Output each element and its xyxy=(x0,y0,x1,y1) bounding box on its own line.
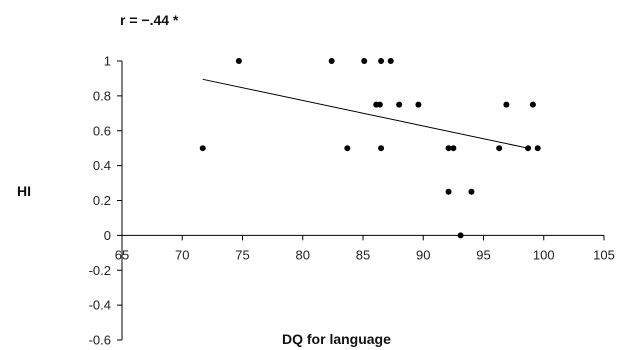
chart-title: r = −.44 * xyxy=(120,12,179,28)
data-point xyxy=(378,58,385,64)
y-axis-title: HI xyxy=(17,183,31,199)
x-tick-label: 65 xyxy=(115,247,129,262)
y-tick-label: -0.2 xyxy=(89,263,111,278)
data-point xyxy=(529,101,536,108)
data-point xyxy=(199,145,206,152)
y-tick-label: 0.8 xyxy=(93,88,111,103)
data-point xyxy=(328,58,335,64)
data-point xyxy=(503,101,510,108)
data-point xyxy=(457,232,464,239)
axes: -0.6 -0.4 -0.2 0 0.2 0.4 0.6 0.8 1 65 70 75 80 85 90 95… xyxy=(89,54,615,348)
data-point xyxy=(525,145,532,152)
x-tick-label: 70 xyxy=(175,247,189,262)
data-point xyxy=(445,188,452,195)
data-point xyxy=(450,145,457,152)
data-points xyxy=(199,58,541,239)
data-point xyxy=(396,101,403,108)
x-axis-title: DQ for language xyxy=(282,331,391,347)
data-point xyxy=(376,101,383,108)
data-point xyxy=(496,145,503,152)
x-tick-label: 95 xyxy=(476,247,490,262)
data-point xyxy=(445,145,452,152)
x-tick-label: 90 xyxy=(416,247,430,262)
x-tick-label: 75 xyxy=(235,247,249,262)
y-tick-label: 0.4 xyxy=(93,158,111,173)
trendline-group xyxy=(202,78,529,149)
y-tick-label: 0.2 xyxy=(93,193,111,208)
y-tick-label: 0 xyxy=(104,228,111,243)
x-tick-label: 85 xyxy=(356,247,370,262)
trendline xyxy=(202,78,529,149)
x-tick-label: 80 xyxy=(296,247,310,262)
y-tick-label: 0.6 xyxy=(93,123,111,138)
x-tick-label: 100 xyxy=(533,247,555,262)
data-point xyxy=(361,58,368,64)
data-point xyxy=(387,58,394,64)
data-point xyxy=(415,101,422,108)
y-tick-label: 1 xyxy=(104,54,111,69)
data-point xyxy=(344,145,351,152)
y-tick-label: -0.4 xyxy=(89,298,111,313)
data-point xyxy=(235,58,242,64)
data-point xyxy=(378,145,385,152)
y-tick-label: -0.6 xyxy=(89,333,111,348)
data-point xyxy=(468,188,475,195)
x-tick-label: 105 xyxy=(593,247,615,262)
data-point xyxy=(534,145,541,152)
